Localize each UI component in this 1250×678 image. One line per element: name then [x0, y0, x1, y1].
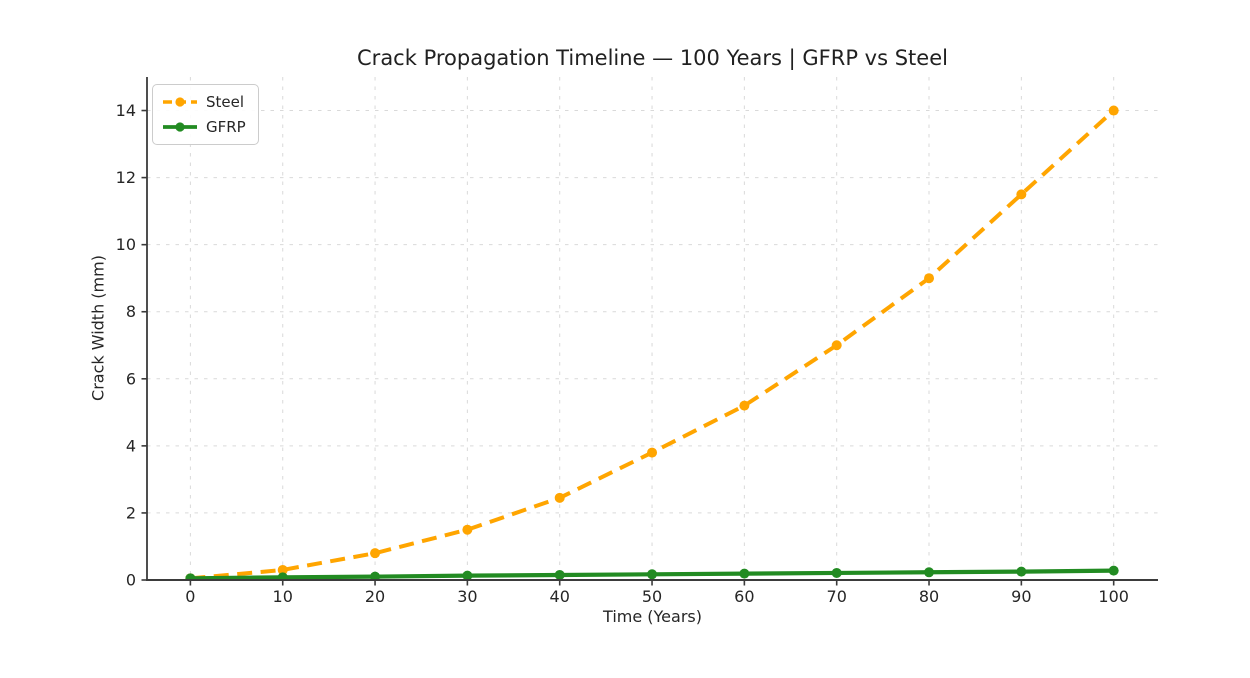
y-tick-label: 14 [116, 101, 136, 120]
x-axis-label: Time (Years) [603, 607, 702, 626]
x-tick-label: 70 [827, 587, 847, 606]
legend-label-steel: Steel [206, 93, 245, 111]
gfrp-marker [831, 567, 842, 578]
steel-marker [924, 273, 935, 284]
steel-marker [1016, 189, 1027, 200]
x-tick-label: 10 [273, 587, 293, 606]
x-tick-label: 90 [1011, 587, 1031, 606]
x-tick-label: 0 [185, 587, 195, 606]
x-tick-label: 20 [365, 587, 385, 606]
gfrp-marker [739, 568, 750, 579]
y-tick-label: 0 [126, 571, 136, 590]
x-tick-label: 40 [550, 587, 570, 606]
steel-marker [277, 564, 288, 575]
y-tick-label: 12 [116, 168, 136, 187]
steel-line-icon [163, 97, 197, 107]
steel-marker [831, 340, 842, 351]
x-tick-label: 100 [1098, 587, 1129, 606]
legend: Steel GFRP [152, 84, 259, 145]
steel-marker [370, 548, 381, 559]
gfrp-line-icon [163, 122, 197, 132]
y-tick-label: 4 [126, 436, 136, 455]
y-tick-label: 2 [126, 503, 136, 522]
y-tick-label: 8 [126, 302, 136, 321]
steel-marker [554, 492, 565, 503]
legend-label-gfrp: GFRP [206, 118, 246, 136]
gfrp-marker [647, 569, 658, 580]
y-tick-label: 6 [126, 369, 136, 388]
gfrp-marker [1016, 566, 1027, 577]
gfrp-marker [1108, 565, 1119, 576]
x-tick-label: 60 [734, 587, 754, 606]
legend-item-gfrp: GFRP [162, 117, 246, 137]
x-tick-label: 50 [642, 587, 662, 606]
steel-marker [1108, 105, 1119, 116]
x-tick-label: 80 [919, 587, 939, 606]
gfrp-marker [554, 569, 565, 580]
steel-marker [739, 400, 750, 411]
legend-item-steel: Steel [162, 92, 246, 112]
gfrp-marker [370, 571, 381, 581]
steel-marker [462, 524, 473, 535]
gfrp-marker [277, 572, 288, 581]
y-tick-label: 10 [116, 235, 136, 254]
steel-marker [647, 447, 658, 458]
x-tick-label: 30 [457, 587, 477, 606]
gfrp-marker [185, 573, 196, 581]
gfrp-marker [462, 570, 473, 581]
chart-title: Crack Propagation Timeline — 100 Years |… [357, 46, 948, 70]
gfrp-marker [924, 567, 935, 578]
